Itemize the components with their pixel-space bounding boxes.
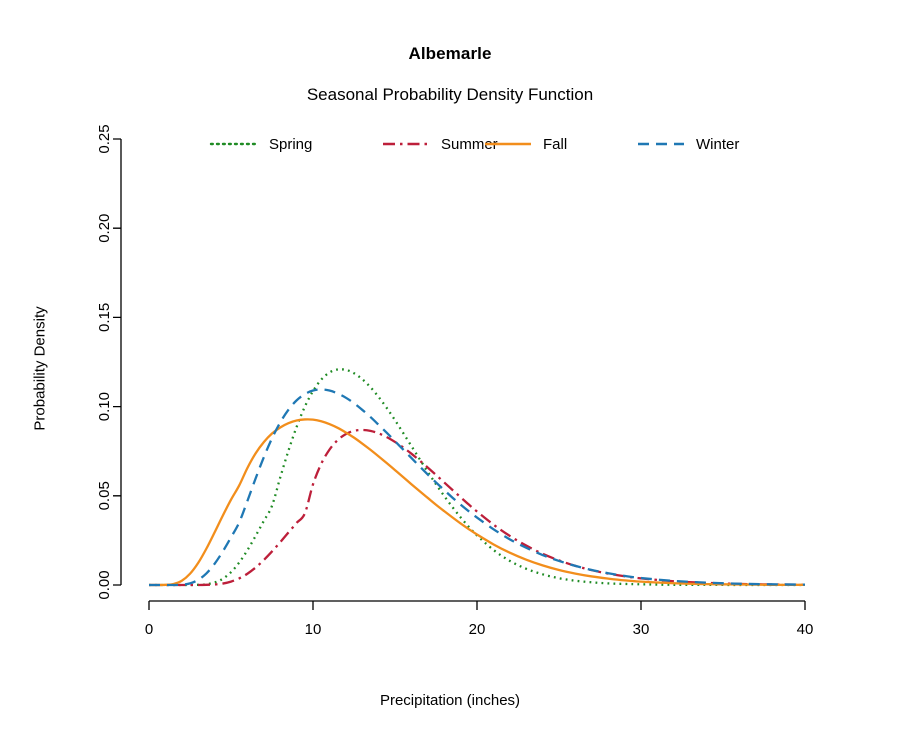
legend-label-spring: Spring <box>269 136 312 153</box>
curve-spring <box>149 368 805 587</box>
y-tick-label: 0.05 <box>96 481 113 510</box>
y-tick-label: 0.15 <box>96 303 113 332</box>
x-tick-label: 0 <box>145 621 153 638</box>
curve-winter <box>149 388 806 587</box>
x-axis-label: Precipitation (inches) <box>379 692 521 709</box>
x-tick-label: 40 <box>797 621 814 638</box>
chart-title: Albemarle <box>408 44 492 63</box>
x-tick-label: 10 <box>305 621 322 638</box>
y-tick-label: 0.00 <box>96 570 113 599</box>
legend-label-fall: Fall <box>543 136 567 153</box>
curve-fall <box>148 418 806 587</box>
curve-summer <box>149 428 806 587</box>
axes: 0.00 0.05 0.10 0.15 0.20 0.25 0 10 20 30 40 <box>96 124 813 638</box>
chart-subtitle: Seasonal Probability Density Function <box>306 85 594 104</box>
y-tick-label: 0.10 <box>96 392 113 421</box>
y-tick-label: 0.20 <box>96 214 113 243</box>
data-curves <box>148 368 806 587</box>
legend-label-winter: Winter <box>696 136 739 153</box>
x-tick-label: 20 <box>469 621 486 638</box>
y-tick-label: 0.25 <box>96 124 113 153</box>
legend-label-summer: Summer <box>441 136 498 153</box>
chart-legend: Spring Summer Fall Winter <box>209 136 739 153</box>
x-tick-label: 30 <box>633 621 650 638</box>
